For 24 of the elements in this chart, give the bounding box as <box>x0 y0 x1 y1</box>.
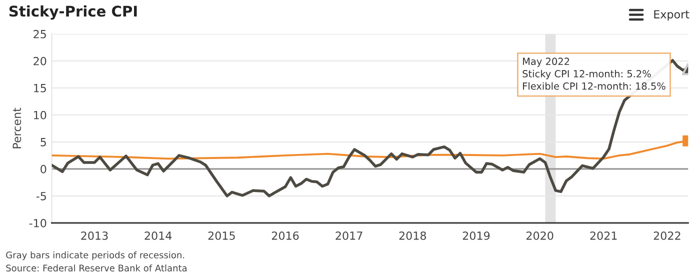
y-axis-title: Percent <box>12 108 22 148</box>
x-tick-label: 2015 <box>208 231 235 240</box>
x-tick-label: 2022 <box>654 231 680 240</box>
x-tick-label: 2013 <box>81 231 108 240</box>
y-tick-label: 15 <box>34 84 46 92</box>
x-tick-label: 2017 <box>336 231 362 240</box>
x-tick-label: 2018 <box>399 231 426 240</box>
x-tick-label: 2014 <box>144 231 172 240</box>
y-tick-label: -5 <box>36 192 46 200</box>
y-tick-label: -10 <box>29 218 46 228</box>
y-tick-label: 0 <box>40 164 46 174</box>
x-tick-label: 2021 <box>590 231 617 240</box>
text: Export <box>654 10 690 21</box>
text: Gray bars indicate periods of recession. <box>6 251 184 260</box>
y-tick-label: 10 <box>34 110 46 120</box>
source-note: Source: Federal Reserve Bank of Atlanta <box>6 264 187 272</box>
x-tick-label: 2019 <box>462 231 490 240</box>
chart-title: Sticky-Price CPI <box>9 5 137 20</box>
x-tick-label: 2020 <box>526 231 554 240</box>
y-tick-label: 5 <box>40 138 46 146</box>
y-tick-label: 25 <box>34 30 46 38</box>
x-tick-label: 2016 <box>272 231 299 240</box>
y-tick-label: 20 <box>34 56 46 66</box>
annotation: May 2022 Sticky CPI 12-month: 5.2% Flexible CPI 12-month: 18.5% <box>522 58 666 90</box>
